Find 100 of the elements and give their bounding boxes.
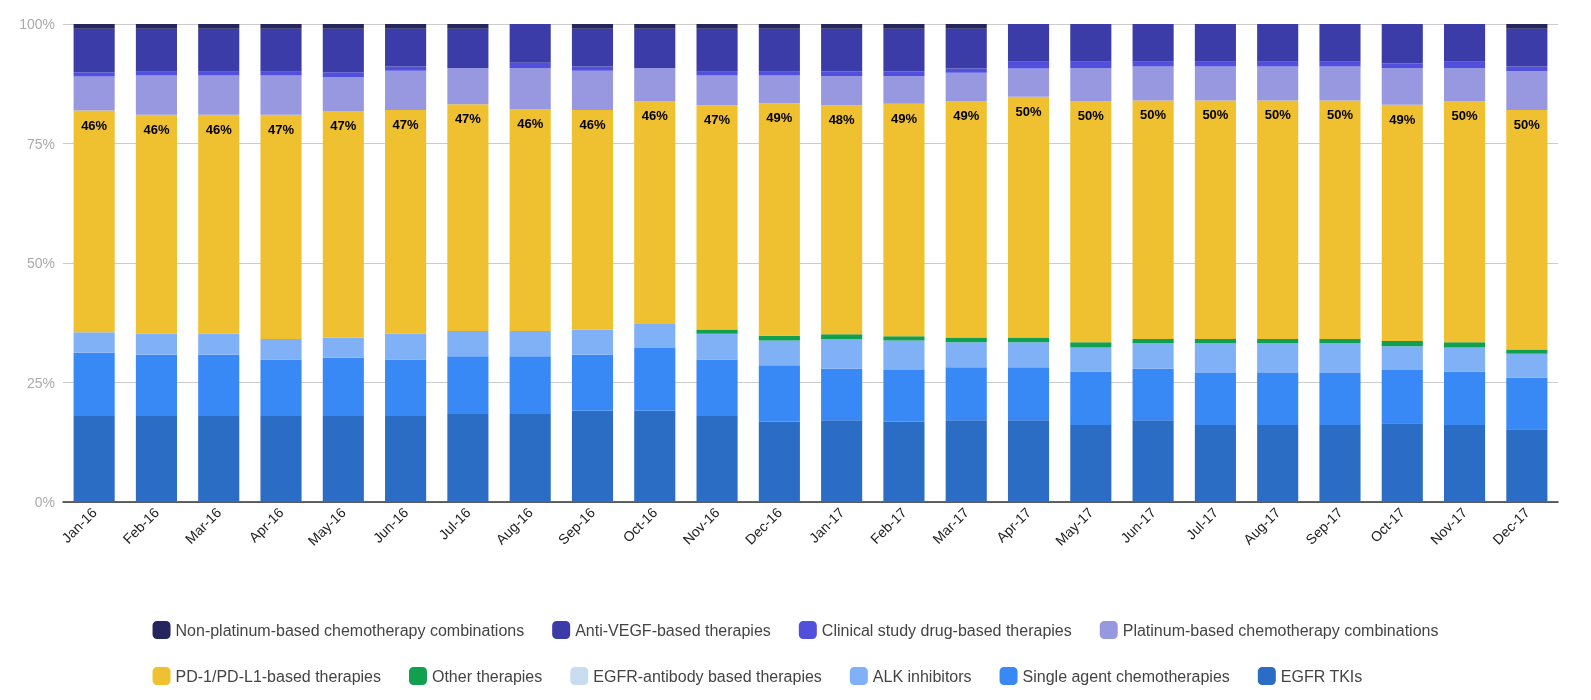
bar: [1070, 371, 1112, 426]
bar: [385, 359, 427, 416]
y-tick-label: 100%: [19, 16, 55, 32]
data-label: 49%: [953, 108, 980, 124]
data-label: 47%: [392, 117, 420, 133]
bar: [73, 24, 115, 29]
bar: [1444, 24, 1486, 62]
legend-label: EGFR-antibody based therapies: [593, 667, 822, 685]
bar: [135, 354, 177, 416]
bar: [883, 76, 925, 104]
bar: [509, 62, 551, 68]
bar: [385, 333, 427, 360]
bar: [758, 28, 800, 72]
data-label: 50%: [1264, 107, 1292, 123]
bar: [758, 421, 800, 502]
bar: [1070, 67, 1112, 102]
bar: [1319, 339, 1361, 344]
y-tick-label: 0%: [34, 494, 55, 510]
bar: [447, 414, 489, 502]
bar: [1319, 24, 1361, 62]
legend-label: Anti-VEGF-based therapies: [575, 621, 771, 639]
bar: [1381, 63, 1423, 68]
legend-label: Non-platinum-based chemotherapy combinations: [175, 621, 525, 639]
bar: [135, 71, 177, 76]
bar: [198, 75, 240, 115]
bar: [1257, 343, 1299, 373]
bar: [1381, 346, 1423, 371]
bar: [1381, 370, 1423, 424]
legend-label: EGFR TKIs: [1280, 667, 1363, 685]
bar: [198, 28, 240, 72]
bar: [135, 415, 177, 502]
data-label: 50%: [1513, 117, 1541, 133]
bar: [1194, 425, 1236, 502]
bar: [447, 104, 489, 331]
data-label: 46%: [517, 116, 544, 132]
bar: [1257, 61, 1299, 67]
bar: [1506, 429, 1548, 502]
bar: [73, 28, 115, 73]
bar: [945, 101, 987, 338]
bar: [447, 356, 489, 415]
y-tick-label: 50%: [26, 255, 55, 271]
bar: [696, 333, 738, 360]
bar: [1319, 372, 1361, 426]
legend-label: PD-1/PD-L1-based therapies: [175, 667, 381, 685]
bar: [1257, 372, 1299, 426]
bar: [385, 66, 427, 71]
bar: [198, 24, 240, 29]
bar: [883, 71, 925, 77]
bar: [73, 332, 115, 353]
bar: [1506, 24, 1548, 29]
bar: [1132, 61, 1174, 67]
bar: [696, 329, 738, 334]
data-label: 46%: [579, 117, 606, 133]
bar: [1194, 343, 1236, 373]
bar: [198, 333, 240, 355]
bar: [883, 103, 925, 337]
bar: [1070, 425, 1112, 502]
bar: [571, 28, 614, 67]
bar: [1007, 420, 1050, 502]
bar: [1132, 368, 1174, 421]
legend-label: Platinum-based chemotherapy combinations: [1122, 621, 1439, 639]
bar: [322, 28, 364, 73]
bar: [758, 365, 800, 422]
bar: [1444, 347, 1486, 372]
bar: [509, 330, 551, 357]
bar: [1381, 104, 1423, 341]
bar: [1444, 67, 1486, 102]
bar: [1132, 339, 1174, 344]
bar: [1319, 100, 1361, 339]
bar: [1070, 61, 1112, 68]
bar: [73, 110, 115, 333]
bar: [1132, 420, 1174, 502]
data-label: 50%: [1326, 107, 1354, 123]
bar: [1132, 100, 1174, 339]
y-tick-label: 25%: [26, 374, 55, 391]
bar: [1506, 353, 1548, 378]
data-label: 50%: [1077, 108, 1105, 124]
bar: [1506, 71, 1548, 111]
bar: [1319, 61, 1361, 67]
data-label: 47%: [268, 121, 295, 137]
bar: [509, 414, 551, 502]
bar: [1319, 343, 1361, 373]
bar: [571, 329, 614, 355]
bar: [260, 359, 302, 416]
bar: [1506, 28, 1548, 67]
bar: [1444, 342, 1486, 348]
bar: [509, 24, 551, 63]
bar: [260, 415, 302, 502]
bar: [509, 109, 551, 331]
bar: [260, 339, 302, 360]
bar: [322, 357, 364, 416]
bar: [385, 110, 427, 334]
bar: [322, 415, 364, 502]
bar: [1381, 340, 1423, 347]
bar: [696, 359, 738, 416]
bar: [322, 24, 364, 29]
data-label: 50%: [1451, 108, 1479, 124]
bar: [1194, 24, 1236, 62]
bar: [198, 114, 240, 334]
bar: [1007, 24, 1050, 62]
